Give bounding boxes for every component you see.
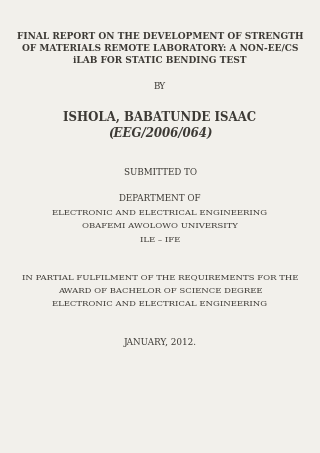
Text: OF MATERIALS REMOTE LABORATORY: A NON-EE/CS: OF MATERIALS REMOTE LABORATORY: A NON-EE… <box>22 44 298 53</box>
Text: ELECTRONIC AND ELECTRICAL ENGINEERING: ELECTRONIC AND ELECTRICAL ENGINEERING <box>52 209 268 217</box>
Text: FINAL REPORT ON THE DEVELOPMENT OF STRENGTH: FINAL REPORT ON THE DEVELOPMENT OF STREN… <box>17 32 303 41</box>
Text: JANUARY, 2012.: JANUARY, 2012. <box>124 337 196 347</box>
Text: IN PARTIAL FULFILMENT OF THE REQUIREMENTS FOR THE: IN PARTIAL FULFILMENT OF THE REQUIREMENT… <box>22 273 298 281</box>
Text: (EEG/2006/064): (EEG/2006/064) <box>108 127 212 140</box>
Text: SUBMITTED TO: SUBMITTED TO <box>124 168 196 177</box>
Text: AWARD OF BACHELOR OF SCIENCE DEGREE: AWARD OF BACHELOR OF SCIENCE DEGREE <box>58 287 262 295</box>
Text: ILE – IFE: ILE – IFE <box>140 236 180 244</box>
Text: DEPARTMENT OF: DEPARTMENT OF <box>119 194 201 203</box>
Text: OBAFEMI AWOLOWO UNIVERSITY: OBAFEMI AWOLOWO UNIVERSITY <box>82 222 238 231</box>
Text: ELECTRONIC AND ELECTRICAL ENGINEERING: ELECTRONIC AND ELECTRICAL ENGINEERING <box>52 300 268 308</box>
Text: BY: BY <box>154 82 166 92</box>
Text: ISHOLA, BABATUNDE ISAAC: ISHOLA, BABATUNDE ISAAC <box>63 111 257 124</box>
Text: iLAB FOR STATIC BENDING TEST: iLAB FOR STATIC BENDING TEST <box>73 56 247 65</box>
